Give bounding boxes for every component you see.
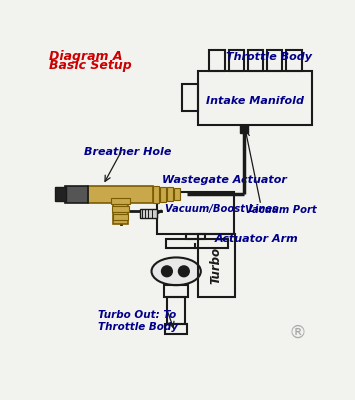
Text: Vacuum Port: Vacuum Port — [245, 205, 317, 215]
Text: Wastegate Actuator: Wastegate Actuator — [162, 175, 287, 185]
Bar — [229, 50, 244, 71]
Text: Basic Setup: Basic Setup — [49, 59, 132, 72]
Bar — [209, 50, 225, 71]
Bar — [113, 214, 129, 220]
Bar — [164, 285, 189, 298]
Bar — [113, 203, 129, 224]
Bar — [286, 50, 302, 71]
Ellipse shape — [152, 258, 201, 285]
Text: Throttle Body: Throttle Body — [226, 52, 312, 62]
Bar — [198, 234, 235, 298]
Bar — [167, 187, 173, 201]
Bar — [157, 192, 234, 234]
Bar — [186, 234, 204, 239]
Bar — [167, 298, 185, 324]
Bar — [88, 186, 153, 203]
Text: Diagram A: Diagram A — [49, 50, 122, 63]
Bar — [165, 324, 187, 334]
Bar — [153, 186, 159, 203]
Bar — [240, 125, 248, 133]
Bar — [198, 71, 312, 125]
Bar — [55, 187, 66, 201]
Ellipse shape — [179, 266, 189, 277]
Bar — [174, 188, 180, 200]
Bar — [182, 84, 198, 111]
Text: Turbo Out: To
Throttle Body: Turbo Out: To Throttle Body — [98, 310, 178, 332]
Bar — [65, 186, 88, 203]
Text: ®: ® — [289, 324, 307, 342]
Bar — [267, 50, 283, 71]
Text: Vacuum/Boost Lines: Vacuum/Boost Lines — [165, 204, 278, 214]
Text: Turbo: Turbo — [210, 247, 223, 284]
Bar — [166, 239, 228, 248]
Ellipse shape — [162, 266, 172, 277]
Bar — [160, 186, 166, 202]
Bar — [140, 208, 157, 218]
Bar — [112, 206, 129, 212]
Bar — [111, 198, 130, 204]
Text: Actuator Arm: Actuator Arm — [215, 234, 299, 244]
Bar — [248, 50, 263, 71]
Text: Breather Hole: Breather Hole — [84, 146, 171, 156]
Text: Intake Manifold: Intake Manifold — [206, 96, 304, 106]
